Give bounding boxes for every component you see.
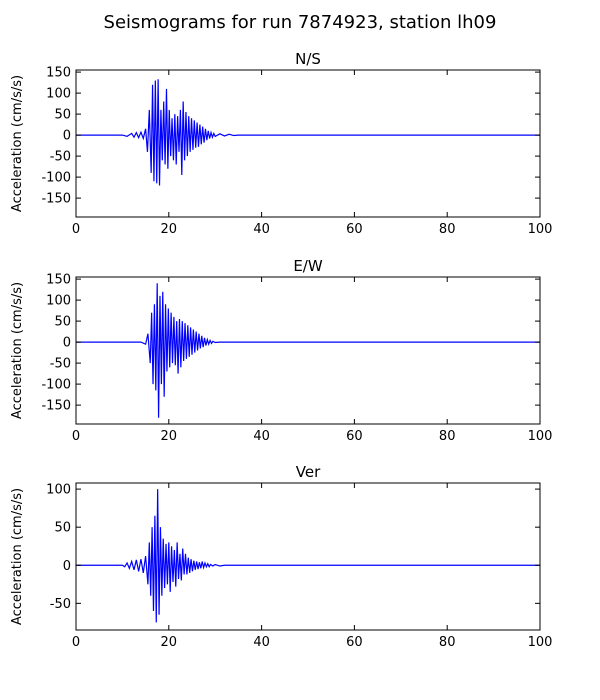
- subplot-title: E/W: [293, 257, 323, 275]
- seismogram-trace: [76, 79, 540, 186]
- x-tick-label: 80: [439, 222, 456, 237]
- x-tick-label: 40: [253, 222, 270, 237]
- y-tick-label: 50: [54, 315, 71, 330]
- x-tick-label: 60: [346, 222, 363, 237]
- y-tick-label: 0: [63, 336, 71, 351]
- y-tick-label: -50: [50, 597, 71, 612]
- x-tick-label: 100: [528, 635, 553, 650]
- plot-frame: [75, 482, 541, 631]
- y-tick-label: 0: [63, 559, 71, 574]
- y-tick-label: -100: [41, 378, 71, 393]
- y-tick-label: -150: [41, 192, 71, 207]
- figure-title: Seismograms for run 7874923, station lh0…: [104, 12, 497, 33]
- subplot-title: N/S: [295, 50, 321, 68]
- x-tick-label: 0: [72, 429, 80, 444]
- y-axis-label: Acceleration (cm/s/s): [10, 488, 25, 625]
- x-tick-label: 100: [528, 222, 553, 237]
- x-tick-label: 0: [72, 222, 80, 237]
- y-tick-label: -150: [41, 399, 71, 414]
- subplot-panels: N/S Acceleration (cm/s/s) 0 20 40 60 80 100 150 1…: [10, 50, 552, 650]
- x-tick-label: 80: [439, 635, 456, 650]
- x-tick-label: 100: [528, 429, 553, 444]
- y-tick-label: -50: [50, 357, 71, 372]
- x-tick-label: 80: [439, 429, 456, 444]
- y-tick-label: 150: [46, 273, 71, 288]
- y-tick-label: 50: [54, 521, 71, 536]
- y-tick-label: -100: [41, 171, 71, 186]
- x-tick-label: 20: [161, 222, 178, 237]
- subplot-0: N/S Acceleration (cm/s/s) 0 20 40 60 80 100 150 1…: [10, 50, 552, 237]
- x-tick-label: 40: [253, 635, 270, 650]
- plot-frame: [75, 276, 541, 425]
- x-tick-label: 20: [161, 635, 178, 650]
- y-tick-label: 150: [46, 66, 71, 81]
- x-tick-label: 60: [346, 429, 363, 444]
- plot-frame: [75, 69, 541, 218]
- subplot-1: E/W Acceleration (cm/s/s) 0 20 40 60 80 100 150 1…: [10, 257, 552, 444]
- y-tick-label: 50: [54, 108, 71, 123]
- x-tick-label: 60: [346, 635, 363, 650]
- x-tick-label: 40: [253, 429, 270, 444]
- subplot-2: Ver Acceleration (cm/s/s) 0 20 40 60 80 100 100 5…: [10, 463, 552, 650]
- x-tick-label: 0: [72, 635, 80, 650]
- y-axis-label: Acceleration (cm/s/s): [10, 75, 25, 212]
- seismogram-trace: [76, 283, 540, 418]
- y-tick-label: 0: [63, 129, 71, 144]
- subplot-title: Ver: [296, 463, 321, 481]
- y-tick-label: 100: [46, 483, 71, 498]
- y-tick-label: -50: [50, 150, 71, 165]
- seismogram-trace: [76, 489, 540, 623]
- x-tick-label: 20: [161, 429, 178, 444]
- y-tick-label: 100: [46, 294, 71, 309]
- y-axis-label: Acceleration (cm/s/s): [10, 282, 25, 419]
- y-tick-label: 100: [46, 87, 71, 102]
